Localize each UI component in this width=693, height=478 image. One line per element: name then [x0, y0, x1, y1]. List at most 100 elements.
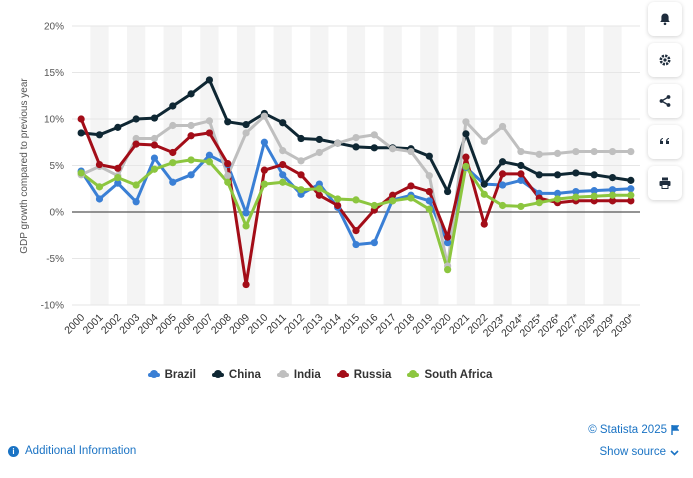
data-point-brazil[interactable]	[444, 239, 452, 247]
data-point-russia[interactable]	[444, 233, 452, 241]
legend-item-brazil[interactable]: Brazil	[147, 369, 196, 381]
data-point-south-africa[interactable]	[480, 190, 488, 198]
data-point-south-africa[interactable]	[279, 178, 287, 186]
data-point-south-africa[interactable]	[132, 181, 140, 189]
data-point-china[interactable]	[169, 102, 177, 110]
data-point-india[interactable]	[132, 134, 140, 143]
data-point-south-africa[interactable]	[517, 202, 525, 211]
data-point-china[interactable]	[627, 176, 635, 184]
data-point-south-africa[interactable]	[297, 186, 305, 194]
data-point-brazil[interactable]	[425, 197, 433, 205]
data-point-china[interactable]	[132, 115, 140, 123]
data-point-india[interactable]	[315, 148, 323, 157]
data-point-russia[interactable]	[187, 132, 195, 140]
data-point-south-africa[interactable]	[389, 197, 397, 205]
data-point-russia[interactable]	[95, 160, 104, 169]
data-point-russia[interactable]	[480, 220, 488, 228]
data-point-russia[interactable]	[132, 140, 140, 148]
data-point-india[interactable]	[260, 112, 268, 120]
data-point-south-africa[interactable]	[370, 201, 378, 210]
legend-item-russia[interactable]: Russia	[336, 369, 391, 381]
data-point-south-africa[interactable]	[444, 266, 452, 274]
data-point-india[interactable]	[224, 172, 232, 180]
notification-button[interactable]	[648, 2, 682, 36]
data-point-south-africa[interactable]	[224, 178, 232, 186]
data-point-south-africa[interactable]	[77, 169, 85, 177]
data-point-russia[interactable]	[77, 115, 85, 123]
data-point-china[interactable]	[187, 90, 195, 98]
data-point-russia[interactable]	[352, 227, 360, 235]
data-point-india[interactable]	[169, 121, 177, 130]
legend-item-china[interactable]: China	[211, 369, 261, 381]
data-point-china[interactable]	[95, 131, 104, 139]
data-point-china[interactable]	[224, 118, 232, 126]
data-point-russia[interactable]	[150, 141, 159, 149]
data-point-china[interactable]	[279, 119, 287, 127]
data-point-south-africa[interactable]	[334, 195, 342, 203]
data-point-india[interactable]	[425, 172, 433, 180]
data-point-china[interactable]	[444, 187, 452, 196]
data-point-russia[interactable]	[114, 164, 122, 172]
data-point-india[interactable]	[407, 147, 415, 156]
data-point-brazil[interactable]	[627, 185, 635, 193]
data-point-brazil[interactable]	[517, 176, 525, 184]
data-point-china[interactable]	[590, 171, 598, 179]
cite-button[interactable]	[648, 125, 682, 159]
data-point-china[interactable]	[462, 130, 470, 138]
settings-button[interactable]	[648, 43, 682, 77]
data-point-india[interactable]	[150, 134, 159, 143]
data-point-china[interactable]	[370, 144, 378, 152]
data-point-brazil[interactable]	[114, 179, 122, 187]
data-point-india[interactable]	[279, 147, 287, 155]
data-point-china[interactable]	[242, 120, 250, 129]
data-point-south-africa[interactable]	[205, 158, 214, 166]
data-point-india[interactable]	[205, 117, 214, 125]
data-point-china[interactable]	[535, 171, 543, 179]
data-point-brazil[interactable]	[370, 239, 378, 247]
share-button[interactable]	[648, 84, 682, 118]
data-point-china[interactable]	[425, 152, 433, 160]
data-point-south-africa[interactable]	[590, 192, 598, 200]
data-point-russia[interactable]	[425, 187, 433, 196]
data-point-south-africa[interactable]	[627, 191, 635, 199]
data-point-south-africa[interactable]	[315, 185, 323, 193]
data-point-russia[interactable]	[407, 182, 415, 190]
data-point-china[interactable]	[205, 76, 214, 84]
data-point-russia[interactable]	[242, 280, 250, 289]
data-point-brazil[interactable]	[187, 171, 195, 179]
data-point-china[interactable]	[608, 173, 617, 182]
data-point-brazil[interactable]	[132, 198, 140, 206]
credits[interactable]: © Statista 2025	[588, 424, 679, 436]
data-point-russia[interactable]	[462, 153, 470, 161]
data-point-brazil[interactable]	[242, 209, 250, 217]
data-point-china[interactable]	[77, 129, 85, 137]
data-point-russia[interactable]	[169, 148, 177, 157]
legend-item-south-africa[interactable]: South Africa	[407, 369, 492, 381]
data-point-russia[interactable]	[517, 170, 525, 178]
data-point-india[interactable]	[535, 150, 543, 158]
data-point-russia[interactable]	[297, 171, 305, 179]
data-point-brazil[interactable]	[95, 195, 104, 203]
data-point-india[interactable]	[590, 147, 598, 156]
data-point-south-africa[interactable]	[407, 194, 415, 202]
show-source-link[interactable]: Show source	[600, 446, 679, 458]
data-point-brazil[interactable]	[553, 189, 562, 197]
data-point-india[interactable]	[462, 118, 470, 126]
print-button[interactable]	[648, 166, 682, 200]
data-point-india[interactable]	[480, 137, 488, 145]
data-point-russia[interactable]	[279, 160, 287, 169]
data-point-brazil[interactable]	[150, 154, 159, 162]
data-point-india[interactable]	[553, 149, 562, 158]
data-point-china[interactable]	[553, 171, 562, 179]
data-point-india[interactable]	[242, 129, 250, 137]
data-point-south-africa[interactable]	[260, 180, 268, 188]
data-point-russia[interactable]	[627, 197, 635, 205]
additional-information-link[interactable]: i Additional Information	[8, 445, 136, 457]
data-point-brazil[interactable]	[590, 187, 598, 195]
data-point-south-africa[interactable]	[352, 196, 360, 204]
data-point-brazil[interactable]	[498, 181, 507, 189]
data-point-south-africa[interactable]	[462, 162, 470, 171]
data-point-india[interactable]	[498, 122, 507, 131]
data-point-russia[interactable]	[389, 191, 397, 199]
data-point-china[interactable]	[114, 123, 122, 131]
